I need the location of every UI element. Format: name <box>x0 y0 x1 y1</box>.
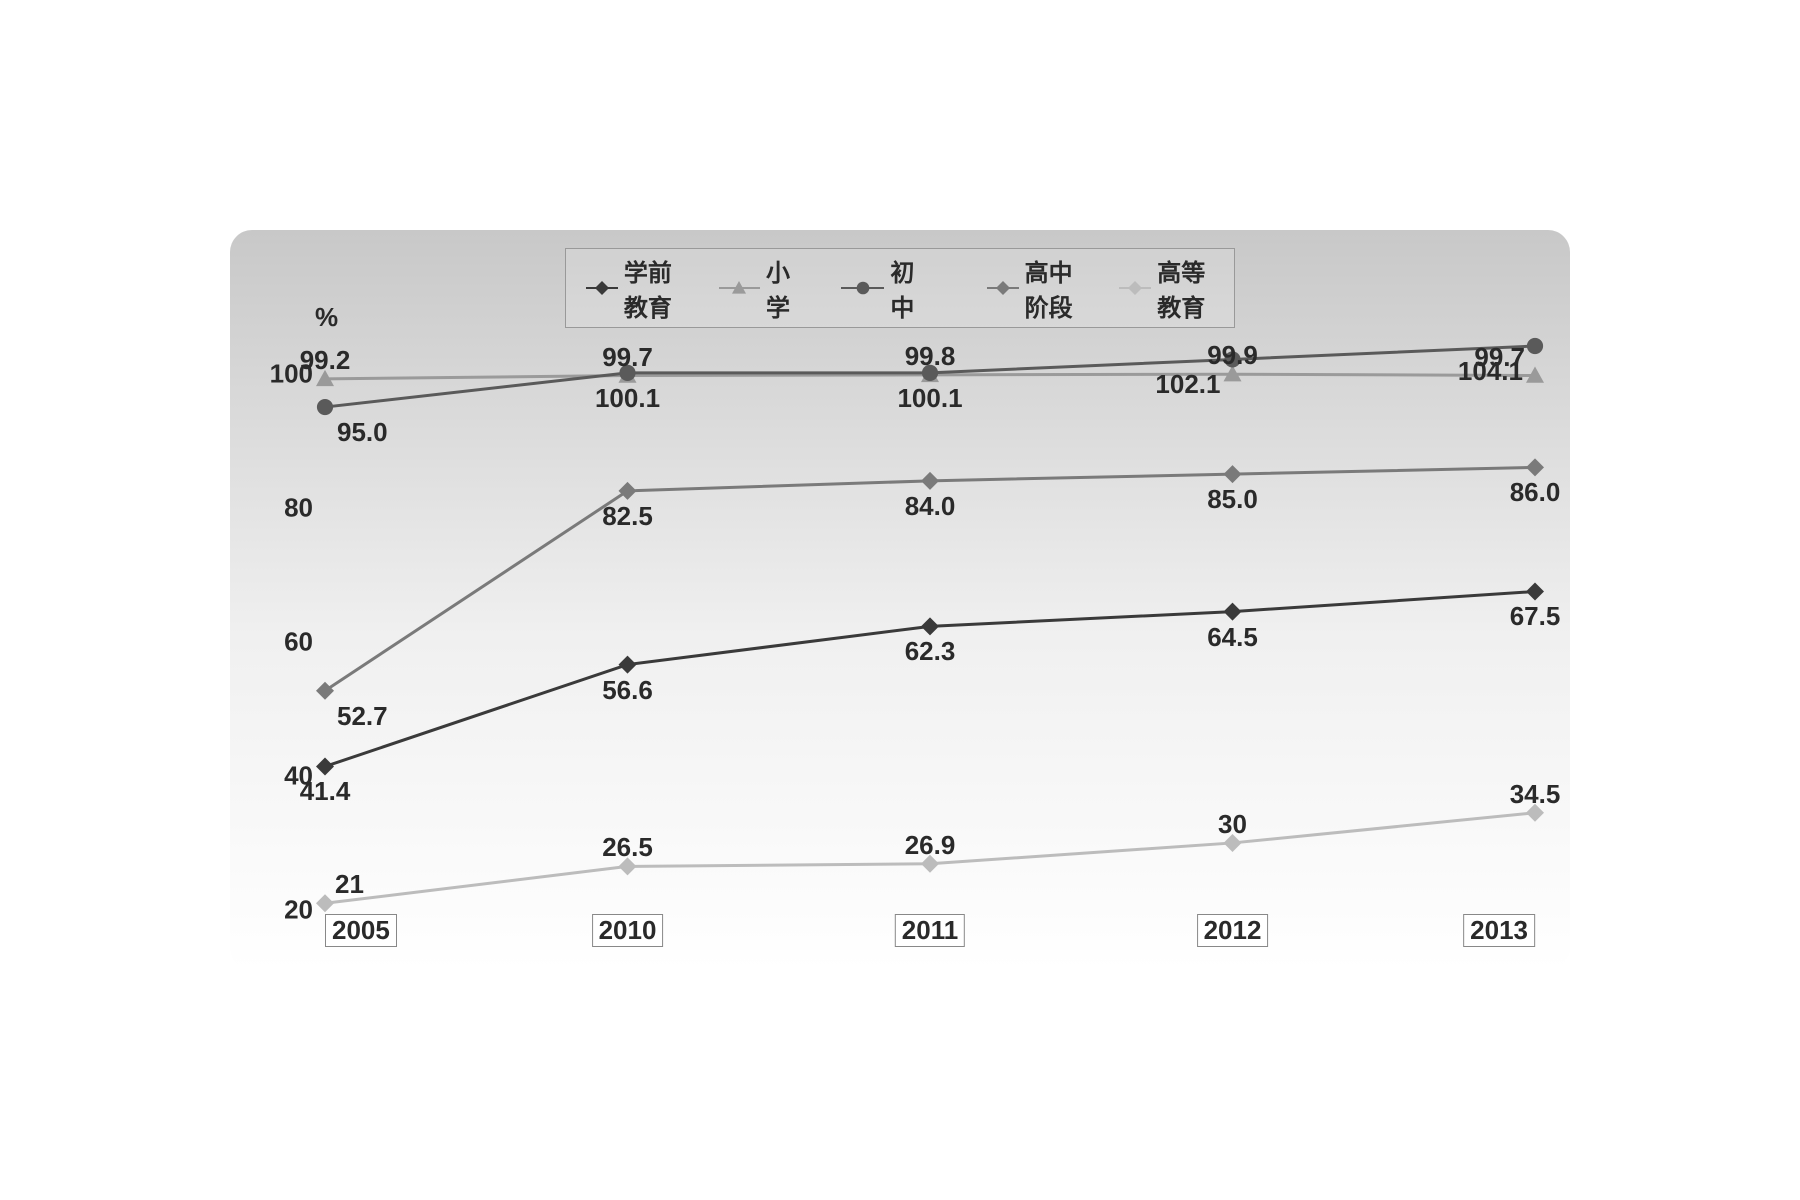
legend-marker <box>719 287 760 289</box>
legend-item-preschool: 学前教育 <box>586 253 681 323</box>
legend-label: 小学 <box>766 253 803 323</box>
series-marker-junior <box>922 365 938 381</box>
legend-item-primary: 小学 <box>719 253 803 323</box>
series-marker-junior <box>317 399 333 415</box>
legend-marker <box>586 287 618 289</box>
series-marker-preschool <box>316 757 334 775</box>
series-marker-higher <box>921 855 939 873</box>
legend-marker <box>1119 287 1151 289</box>
plot-svg <box>325 340 1535 910</box>
y-tick-label: 80 <box>284 492 313 523</box>
series-marker-junior <box>619 365 635 381</box>
x-tick-label: 2011 <box>895 914 965 947</box>
plot-area: % 204060801002005201020112012201341.456.… <box>325 340 1535 910</box>
x-tick-label: 2012 <box>1197 914 1269 947</box>
series-marker-senior <box>316 682 334 700</box>
series-marker-junior <box>1527 338 1543 354</box>
y-tick-label: 40 <box>284 760 313 791</box>
series-marker-preschool <box>619 656 637 674</box>
legend-marker <box>841 287 885 289</box>
y-tick-label: 100 <box>270 358 313 389</box>
series-marker-preschool <box>1224 603 1242 621</box>
series-marker-preschool <box>921 617 939 635</box>
series-marker-preschool <box>1526 582 1544 600</box>
series-marker-higher <box>619 857 637 875</box>
legend-item-senior: 高中阶段 <box>987 253 1082 323</box>
legend: 学前教育 小学 初 中 高中阶段 高等教育 <box>565 248 1235 328</box>
x-tick-label: 2005 <box>325 914 397 947</box>
x-tick-label: 2010 <box>592 914 664 947</box>
y-tick-label: 60 <box>284 626 313 657</box>
series-marker-junior <box>1224 351 1240 367</box>
series-marker-senior <box>921 472 939 490</box>
legend-item-junior: 初 中 <box>841 253 949 323</box>
series-line-senior <box>325 467 1535 690</box>
series-marker-higher <box>1526 804 1544 822</box>
legend-marker <box>987 287 1019 289</box>
series-marker-higher <box>316 894 334 912</box>
legend-label: 高等教育 <box>1157 253 1214 323</box>
legend-label: 高中阶段 <box>1025 253 1082 323</box>
series-marker-senior <box>1224 465 1242 483</box>
legend-label: 初 中 <box>890 253 948 323</box>
y-axis-unit: % <box>315 302 338 333</box>
series-marker-senior <box>619 482 637 500</box>
x-tick-label: 2013 <box>1463 914 1535 947</box>
series-marker-senior <box>1526 458 1544 476</box>
legend-item-higher: 高等教育 <box>1119 253 1214 323</box>
y-tick-label: 20 <box>284 895 313 926</box>
legend-label: 学前教育 <box>624 253 681 323</box>
series-marker-higher <box>1224 834 1242 852</box>
chart-panel: 学前教育小学初 中高中阶段高等教育 % 20406080100200520102… <box>230 230 1570 970</box>
